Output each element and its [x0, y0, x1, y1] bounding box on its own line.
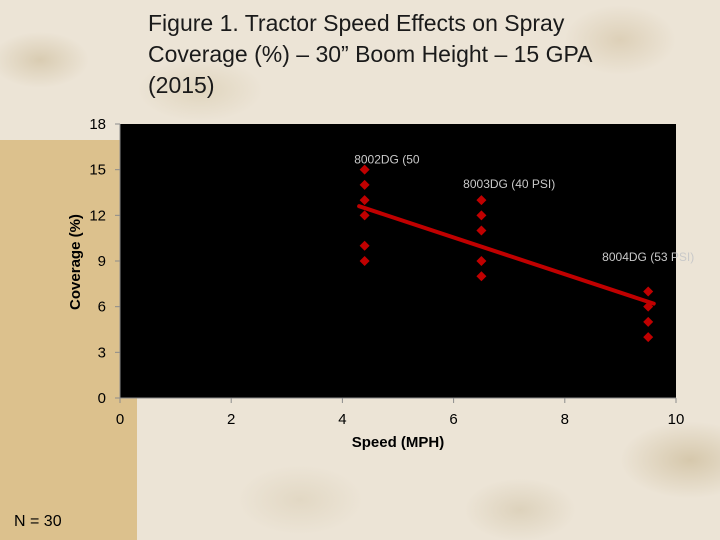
y-tick-label: 0 [98, 390, 106, 407]
annotations: R² = 0.7003 8002DG (50 8003DG (40 PSI) 8004… [190, 136, 694, 264]
nozzle-annotation: 8003DG (40 PSI) [463, 177, 555, 191]
x-tick-label: 4 [338, 411, 346, 428]
y-tick-label: 12 [89, 207, 106, 224]
data-point [359, 179, 370, 190]
x-tick-label: 2 [227, 411, 235, 428]
data-point [359, 195, 370, 206]
data-point [359, 256, 370, 266]
data-point [359, 164, 370, 175]
y-axis-title: Coverage (%) [67, 214, 84, 310]
trendline [357, 204, 656, 306]
y-tick-label: 3 [98, 344, 106, 361]
data-point [359, 240, 370, 251]
data-point [643, 316, 654, 327]
y-tick-label: 6 [98, 299, 106, 316]
nozzle-annotation: 8002DG (50 [354, 153, 420, 167]
x-tick-label: 6 [449, 411, 457, 428]
data-point [359, 210, 370, 221]
sample-size-label: N = 30 [14, 513, 62, 530]
data-point [643, 301, 654, 312]
y-axis: 0 3 6 9 12 15 18 [89, 116, 121, 407]
data-point [643, 286, 654, 297]
data-point [476, 225, 487, 236]
plot-area [120, 124, 676, 398]
y-tick-label: 9 [98, 253, 106, 270]
x-axis: 0 2 4 6 8 10 [116, 397, 685, 428]
r-squared-label: R² = 0.7003 [190, 136, 264, 152]
data-point [643, 332, 654, 343]
data-point [476, 256, 487, 266]
data-point [476, 210, 487, 221]
data-point [476, 195, 487, 206]
data-point [476, 271, 487, 282]
x-tick-label: 10 [668, 411, 685, 428]
data-points [359, 164, 654, 343]
page-title: Figure 1. Tractor Speed Effects on Spray… [148, 10, 593, 98]
y-tick-label: 15 [89, 162, 106, 179]
nozzle-annotation: 8004DG (53 PSI) [602, 250, 694, 264]
y-tick-label: 18 [89, 116, 106, 133]
x-tick-label: 0 [116, 411, 124, 428]
side-panel [0, 140, 137, 540]
x-axis-title: Speed (MPH) [352, 434, 445, 451]
x-tick-label: 8 [561, 411, 569, 428]
